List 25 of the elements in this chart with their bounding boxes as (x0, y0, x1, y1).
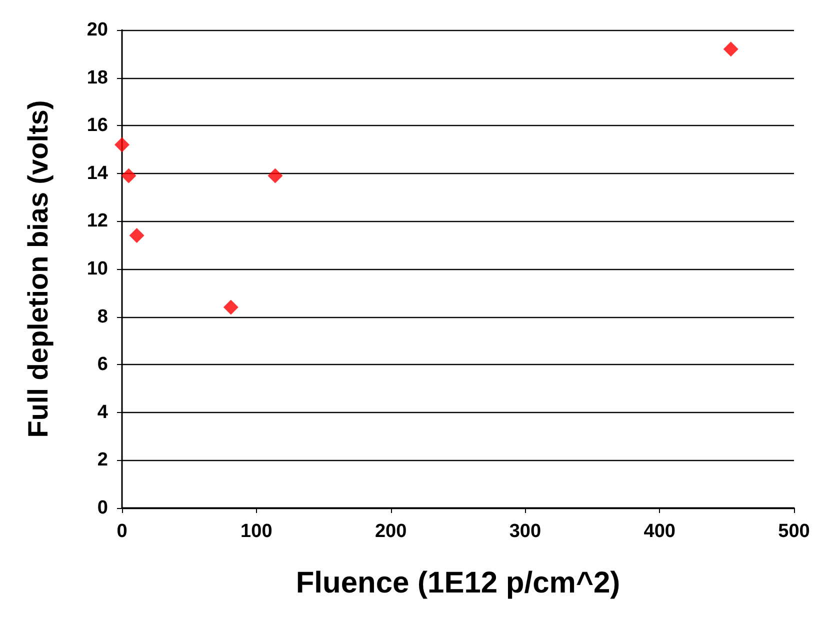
x-tick-label: 500 (778, 521, 810, 542)
y-tick-label: 6 (97, 354, 108, 376)
point (129, 228, 144, 244)
y-tick-label: 0 (97, 498, 108, 518)
y-tick-label: 4 (97, 402, 108, 423)
y-tick-label: 18 (86, 67, 108, 88)
y-tick-label: 12 (86, 210, 108, 232)
x-tick-label: 200 (374, 521, 407, 542)
point (223, 300, 238, 315)
y-tick-label: 2 (97, 450, 108, 471)
x-tick-label: 400 (644, 521, 676, 542)
point (121, 168, 136, 184)
y-axis-title: Full depletion bias (volts) (22, 100, 54, 438)
x-axis-title: Fluence (1E12 p/cm^2) (296, 566, 620, 600)
x-tick-label: 300 (509, 521, 542, 542)
point (723, 42, 738, 57)
y-tick-label: 8 (97, 306, 108, 328)
y-tick-label: 16 (86, 115, 108, 136)
point (114, 137, 130, 152)
x-tick-label: 0 (116, 521, 128, 542)
point (268, 168, 283, 184)
y-tick-label: 20 (86, 20, 108, 40)
x-tick-label: 100 (240, 521, 272, 542)
y-tick-label: 14 (86, 162, 108, 184)
y-tick-label: 10 (86, 258, 108, 280)
